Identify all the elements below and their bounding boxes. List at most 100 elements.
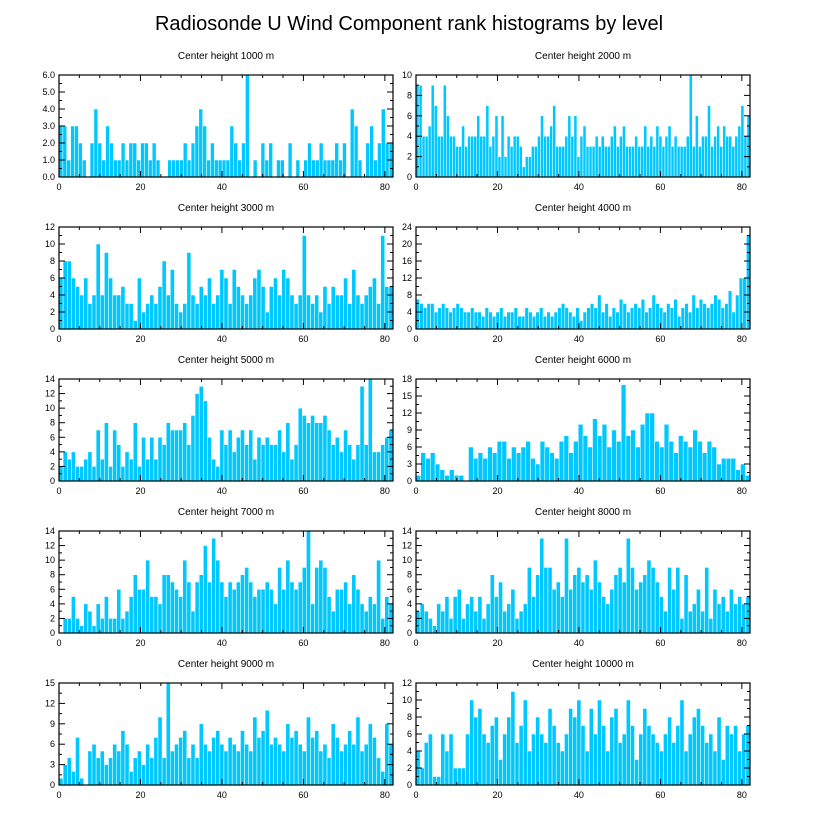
bar: [555, 742, 561, 786]
bar: [673, 299, 678, 330]
y-tick-label: 15: [402, 391, 412, 401]
bar: [712, 589, 718, 634]
bar: [293, 444, 299, 482]
x-tick-label: 80: [737, 334, 747, 344]
y-tick-label: 0: [407, 324, 412, 334]
y-tick-label: 0: [50, 324, 55, 334]
bar: [695, 307, 700, 330]
bar: [725, 135, 730, 178]
bar: [685, 135, 690, 178]
bar: [67, 757, 72, 786]
bar: [74, 125, 79, 178]
bar: [186, 757, 192, 786]
bar: [207, 581, 212, 634]
bar: [165, 574, 171, 634]
bar: [620, 384, 627, 482]
bar: [692, 429, 698, 482]
bar: [539, 538, 545, 634]
bar: [153, 303, 159, 330]
bar: [593, 307, 598, 330]
bar: [637, 307, 642, 330]
bar: [465, 733, 470, 786]
bar: [149, 437, 155, 482]
bar: [687, 733, 693, 786]
bar: [549, 452, 555, 482]
bar: [625, 435, 631, 482]
bar: [71, 277, 76, 330]
bar: [124, 610, 130, 634]
bar: [601, 424, 608, 482]
bar: [281, 750, 287, 786]
bar: [671, 742, 677, 786]
bar: [424, 610, 429, 634]
bar: [584, 750, 590, 786]
bar: [539, 733, 545, 786]
bar: [626, 699, 631, 786]
bar: [582, 435, 589, 482]
bar: [141, 764, 146, 786]
bar: [368, 723, 373, 786]
bar: [542, 316, 547, 330]
bar: [203, 743, 208, 786]
x-tick-label: 80: [737, 638, 747, 648]
bar: [359, 603, 365, 634]
bar: [297, 294, 303, 330]
bar: [128, 303, 134, 330]
bar: [679, 699, 685, 786]
bar: [700, 610, 705, 634]
bar: [359, 386, 365, 482]
bar: [729, 733, 734, 786]
bar: [137, 589, 142, 634]
y-tick-label: 10: [402, 695, 412, 705]
bar: [219, 429, 225, 482]
y-tick-label: 4: [407, 746, 412, 756]
bar: [609, 589, 615, 634]
x-tick-label: 0: [56, 334, 61, 344]
y-tick-label: 6: [50, 273, 55, 283]
bar: [506, 603, 512, 634]
bar: [109, 142, 114, 178]
bar: [227, 303, 233, 330]
x-tick-label: 60: [655, 486, 665, 496]
bar: [568, 311, 573, 330]
y-tick-label: 6.0: [42, 70, 55, 80]
bar: [500, 115, 505, 178]
bar: [439, 469, 445, 482]
bar: [227, 429, 233, 482]
bar: [426, 303, 431, 330]
bar: [347, 444, 353, 482]
panel-title: Center height 3000 m: [178, 203, 274, 214]
bar: [132, 422, 138, 482]
bar: [601, 596, 606, 634]
x-tick-label: 80: [737, 486, 747, 496]
bar: [214, 159, 219, 178]
bar: [376, 757, 381, 786]
bar: [148, 159, 153, 178]
bar: [149, 294, 155, 330]
panel-title: Center height 2000 m: [535, 51, 631, 62]
bar: [165, 682, 171, 786]
bar: [231, 451, 237, 482]
bar: [363, 743, 369, 786]
bar: [458, 475, 464, 482]
x-tick-label: 60: [298, 790, 308, 800]
bar: [482, 135, 487, 178]
panel-title: Center height 1000 m: [178, 51, 274, 62]
bar: [510, 589, 516, 634]
bar: [654, 742, 660, 786]
bar: [384, 286, 390, 330]
y-tick-label: 4: [407, 131, 412, 141]
bar: [198, 574, 204, 634]
bar: [539, 441, 546, 482]
bar: [338, 159, 343, 178]
bar: [497, 156, 502, 178]
y-tick-label: 4: [407, 599, 412, 609]
bar: [273, 444, 278, 482]
bar: [190, 743, 196, 786]
panel-center-height-8000-m: Center height 8000 m 0 20 40 60 80 0 2 4 6 8 10 12 14: [402, 507, 751, 648]
bar: [116, 444, 122, 482]
bar: [314, 294, 320, 330]
bar: [372, 603, 377, 634]
bar: [285, 277, 291, 330]
bar: [140, 142, 145, 178]
